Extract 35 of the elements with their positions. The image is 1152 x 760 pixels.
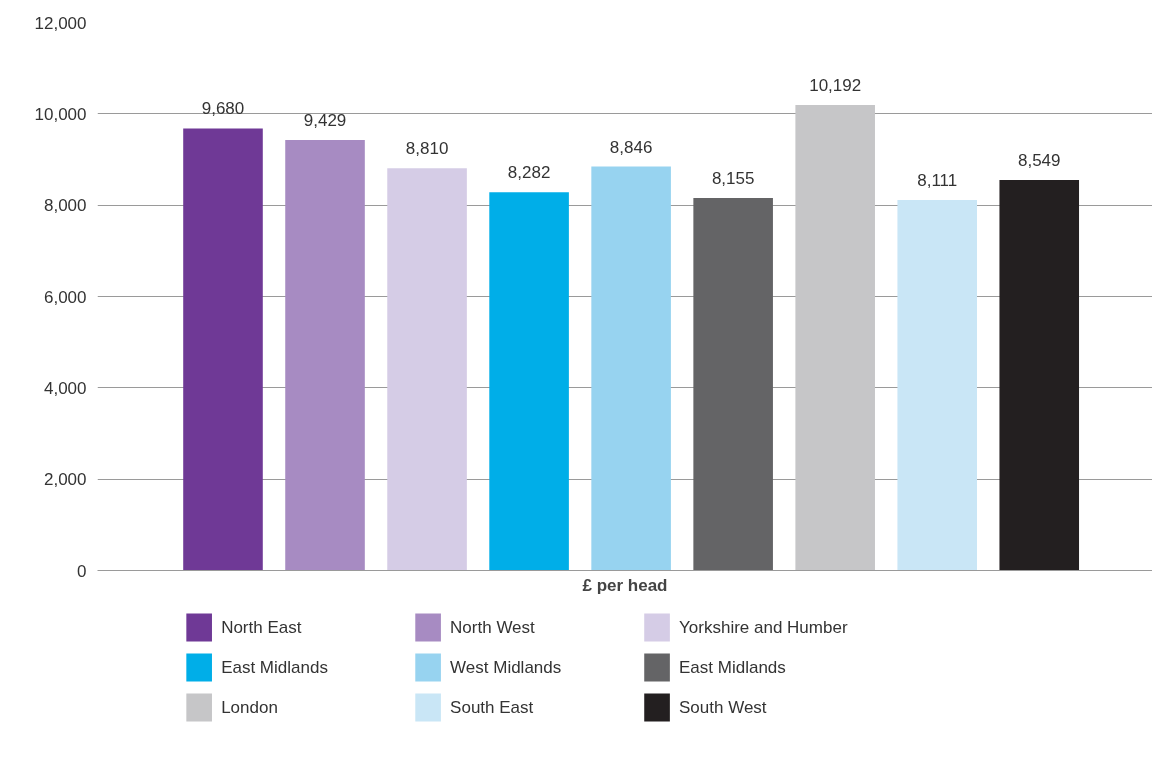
data-label: 8,549 (1017, 151, 1061, 171)
data-label: 8,282 (507, 163, 551, 183)
data-label: 8,111 (917, 171, 958, 191)
y-tick-label: 2,000 (43, 470, 87, 490)
legend-label: London (221, 698, 278, 717)
bar (897, 200, 978, 571)
data-label: 8,810 (405, 139, 449, 159)
y-tick-label: 8,000 (43, 196, 87, 216)
legend-label: North West (450, 618, 536, 637)
bar (387, 168, 467, 571)
data-label: 10,192 (809, 76, 862, 96)
legend-label: East Midlands (221, 658, 328, 677)
data-label: 9,429 (303, 110, 347, 130)
bar (591, 166, 671, 571)
y-tick-label: 4,000 (43, 378, 87, 398)
data-label: 8,155 (711, 169, 755, 189)
bar (795, 105, 875, 571)
legend-label: South East (450, 698, 534, 717)
bar (285, 139, 365, 571)
x-axis-title: £ per head (582, 575, 668, 595)
bar (693, 198, 773, 571)
legend-label: South West (679, 698, 767, 717)
legend-label: Yorkshire and Humber (679, 618, 848, 637)
data-label: 8,846 (609, 137, 653, 157)
legend-label: East Midlands (679, 658, 786, 677)
bar (999, 180, 1080, 571)
y-tick-label: 10,000 (34, 104, 87, 124)
data-label: 9,680 (201, 99, 245, 119)
y-tick-label: 0 (77, 561, 87, 581)
bar (183, 128, 263, 571)
legend-label: West Midlands (450, 658, 562, 677)
y-tick-label: 6,000 (43, 287, 87, 307)
bar (489, 192, 569, 571)
legend-label: North East (221, 618, 302, 637)
y-tick-label: 12,000 (34, 13, 87, 33)
